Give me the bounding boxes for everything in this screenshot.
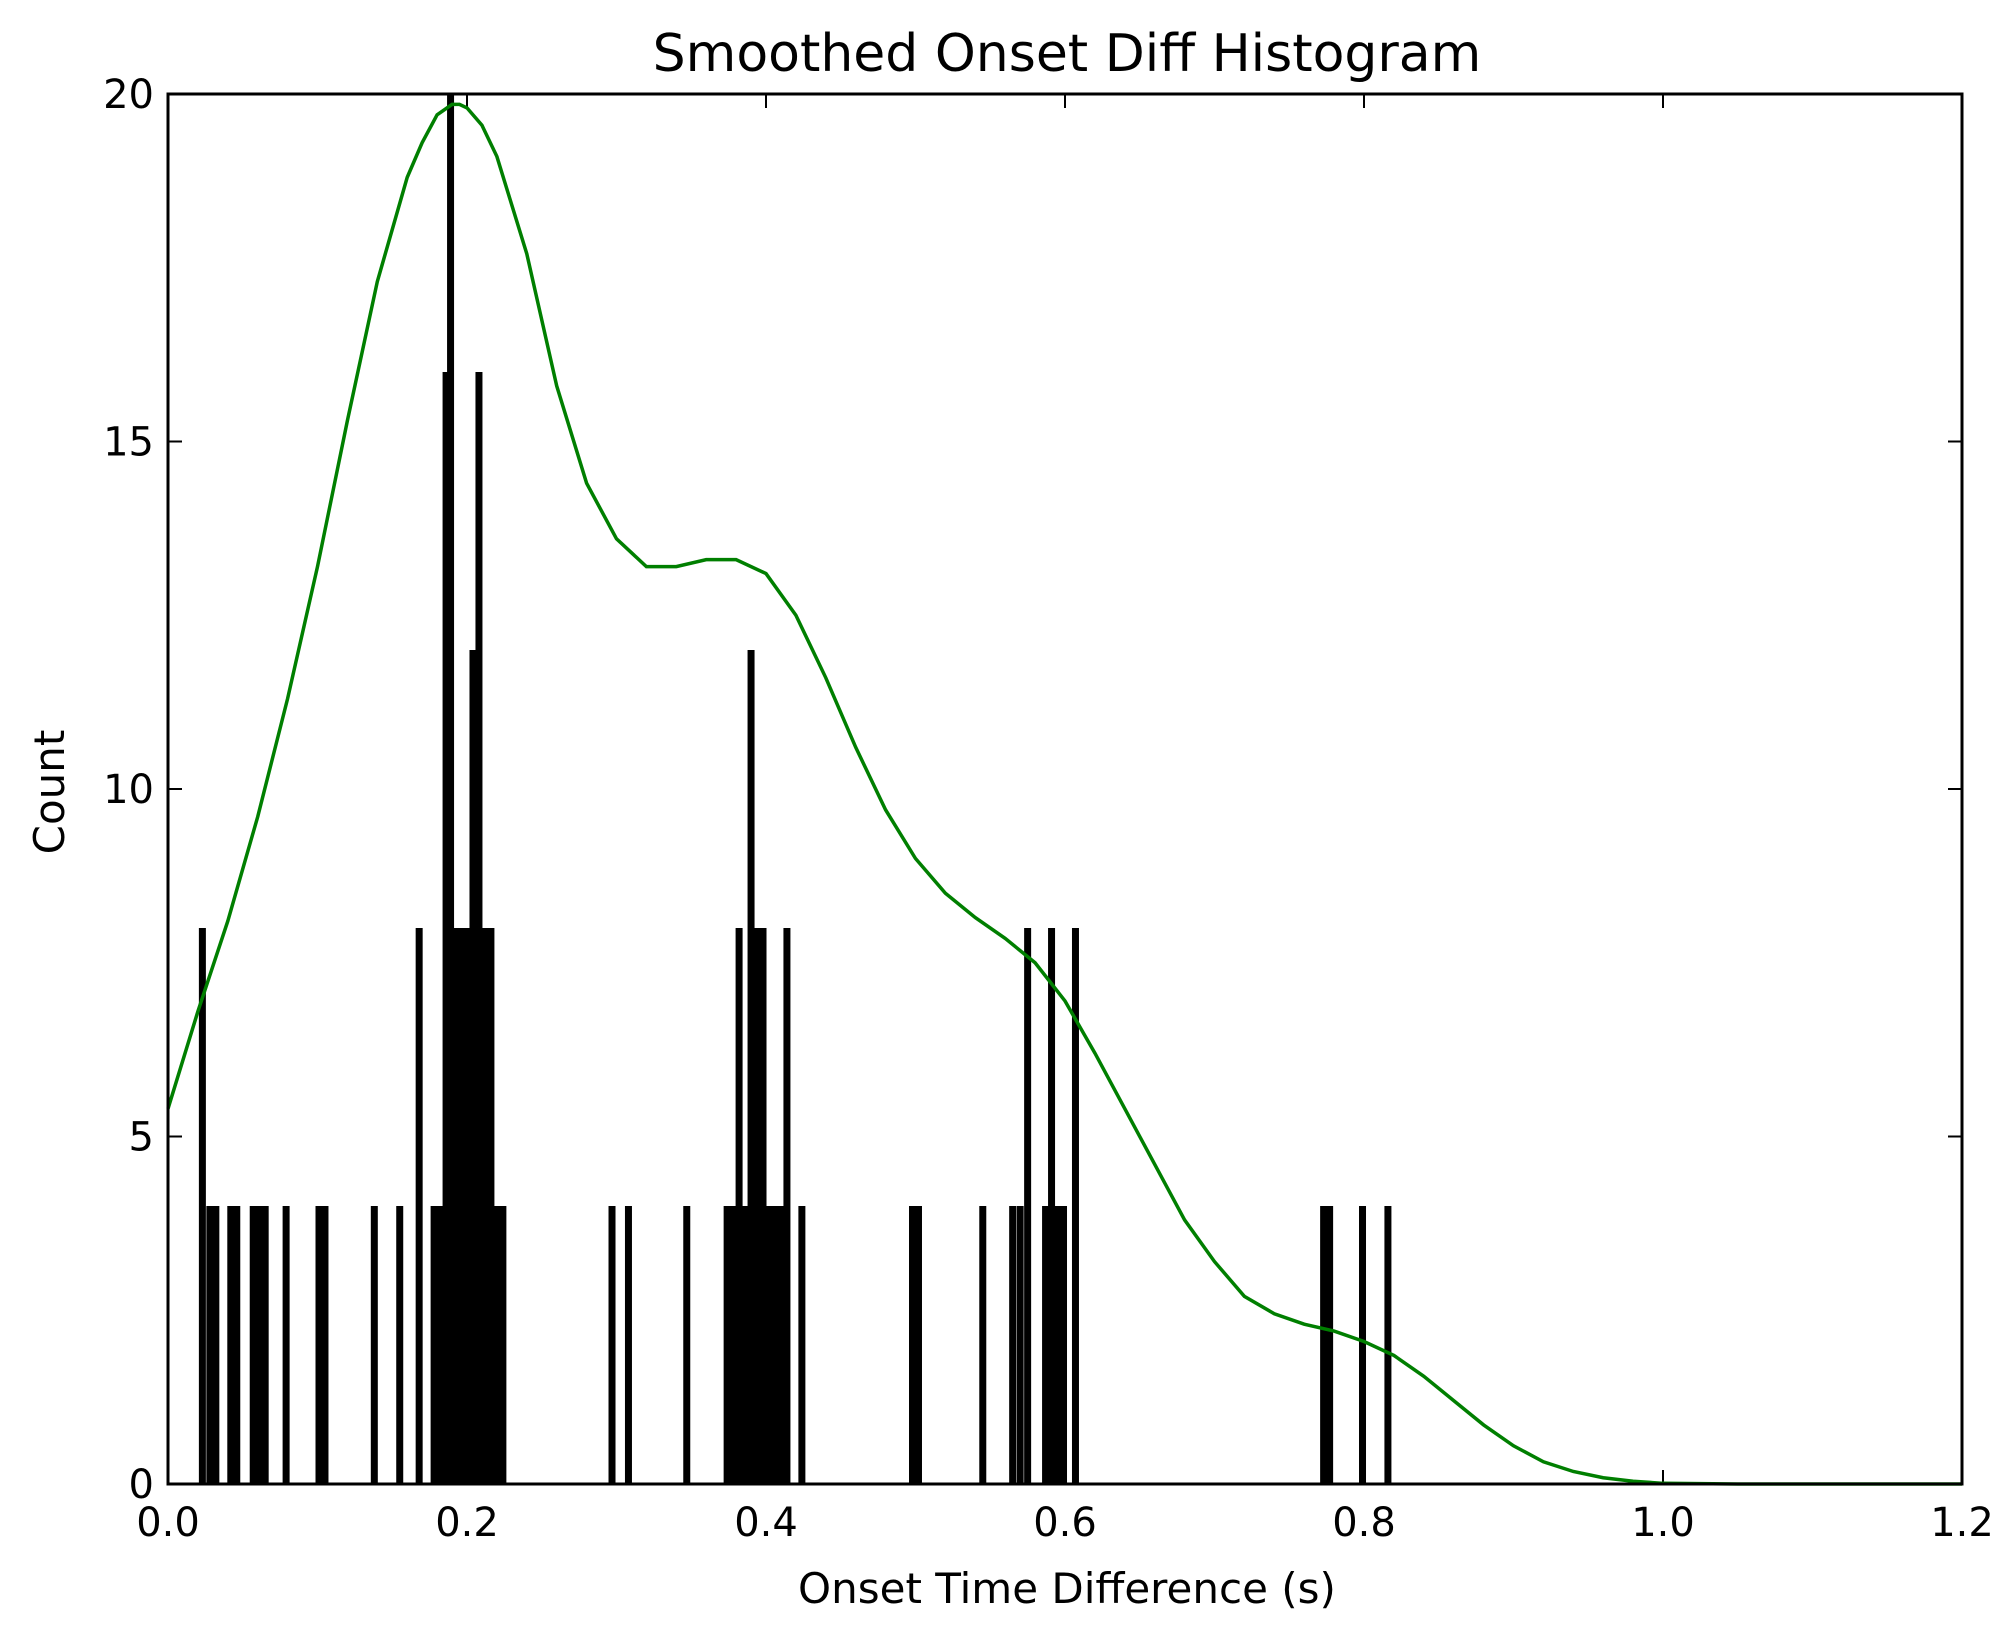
- histogram-bar: [370, 1206, 378, 1484]
- histogram-bar: [1359, 1206, 1367, 1484]
- histogram-bar: [282, 1206, 290, 1484]
- histogram-bar: [457, 928, 465, 1484]
- histogram-bar: [1042, 1206, 1050, 1484]
- histogram-bar: [447, 94, 455, 1484]
- histogram-bar: [759, 928, 767, 1484]
- histogram-bar: [608, 1206, 616, 1484]
- histogram-bar: [747, 650, 755, 1484]
- x-tick-label: 0.6: [1033, 1500, 1097, 1546]
- x-tick-label: 0.8: [1332, 1500, 1396, 1546]
- histogram-bar: [624, 1206, 632, 1484]
- histogram-bar: [249, 1206, 257, 1484]
- histogram-bar: [914, 1206, 922, 1484]
- histogram-bar: [729, 1206, 737, 1484]
- histogram-bar: [783, 928, 791, 1484]
- y-tick-label: 5: [129, 1115, 154, 1161]
- y-tick-label: 0: [129, 1462, 154, 1508]
- plot-frame: [166, 92, 1964, 1486]
- histogram-bar: [1071, 928, 1079, 1484]
- histogram-bar: [1060, 1206, 1068, 1484]
- histogram-bar: [481, 928, 489, 1484]
- x-tick-label: 0.0: [136, 1500, 200, 1546]
- histogram-bar: [206, 1206, 214, 1484]
- x-tick-label: 0.4: [734, 1500, 798, 1546]
- histogram-bar: [771, 1206, 779, 1484]
- histogram-bar: [765, 1206, 773, 1484]
- histogram-bar: [1024, 928, 1032, 1484]
- y-tick-label: 15: [103, 420, 154, 466]
- histogram-bar: [212, 1206, 220, 1484]
- histogram-bar: [463, 928, 471, 1484]
- histogram-bar: [396, 1206, 404, 1484]
- histogram-bar: [499, 1206, 507, 1484]
- x-tick-label: 0.2: [435, 1500, 499, 1546]
- histogram-bar: [1384, 1206, 1392, 1484]
- histogram-bar: [227, 1206, 235, 1484]
- axis-ticks: [167, 93, 1963, 1485]
- smoothed-density-line: [166, 102, 1962, 1486]
- chart-title: Smoothed Onset Diff Histogram: [653, 24, 1482, 84]
- histogram-bar: [735, 928, 743, 1484]
- histogram-bar: [487, 928, 495, 1484]
- y-tick-labels: 0 5 10 15 20: [103, 72, 154, 1508]
- y-tick-label: 20: [103, 72, 154, 118]
- histogram-bar: [430, 1206, 438, 1484]
- histogram-bar: [475, 372, 483, 1484]
- histogram-bar: [723, 1206, 731, 1484]
- histogram-bar: [979, 1206, 987, 1484]
- histogram-bar: [777, 1206, 785, 1484]
- x-tick-label: 1.2: [1930, 1500, 1994, 1546]
- histogram-bars: [198, 94, 1392, 1484]
- histogram-bar: [493, 1206, 501, 1484]
- histogram-bar: [1326, 1206, 1334, 1484]
- histogram-bar: [233, 1206, 241, 1484]
- y-tick-label: 10: [103, 767, 154, 813]
- histogram-bar: [741, 1206, 749, 1484]
- x-tick-labels: 0.0 0.2 0.4 0.6 0.8 1.0 1.2: [136, 1500, 1994, 1546]
- histogram-bar: [1320, 1206, 1328, 1484]
- histogram-bar: [469, 650, 477, 1484]
- histogram-bar: [261, 1206, 269, 1484]
- histogram-bar: [753, 928, 761, 1484]
- histogram-bar: [315, 1206, 323, 1484]
- histogram-bar: [321, 1206, 329, 1484]
- histogram-bar: [1054, 1206, 1062, 1484]
- histogram-bar: [255, 1206, 263, 1484]
- histogram-bar: [415, 928, 423, 1484]
- histogram-bar: [198, 928, 206, 1484]
- histogram-bar: [1016, 1206, 1024, 1484]
- histogram-bar: [909, 1206, 917, 1484]
- x-axis-label: Onset Time Difference (s): [798, 1564, 1336, 1613]
- histogram-bar: [451, 928, 459, 1484]
- y-axis-label: Count: [25, 730, 74, 855]
- histogram-bar: [683, 1206, 691, 1484]
- histogram-bar: [1048, 928, 1056, 1484]
- histogram-bar: [1009, 1206, 1017, 1484]
- histogram-bar: [436, 1206, 444, 1484]
- histogram-bar: [442, 372, 450, 1484]
- histogram-bar: [798, 1206, 806, 1484]
- x-tick-label: 1.0: [1631, 1500, 1695, 1546]
